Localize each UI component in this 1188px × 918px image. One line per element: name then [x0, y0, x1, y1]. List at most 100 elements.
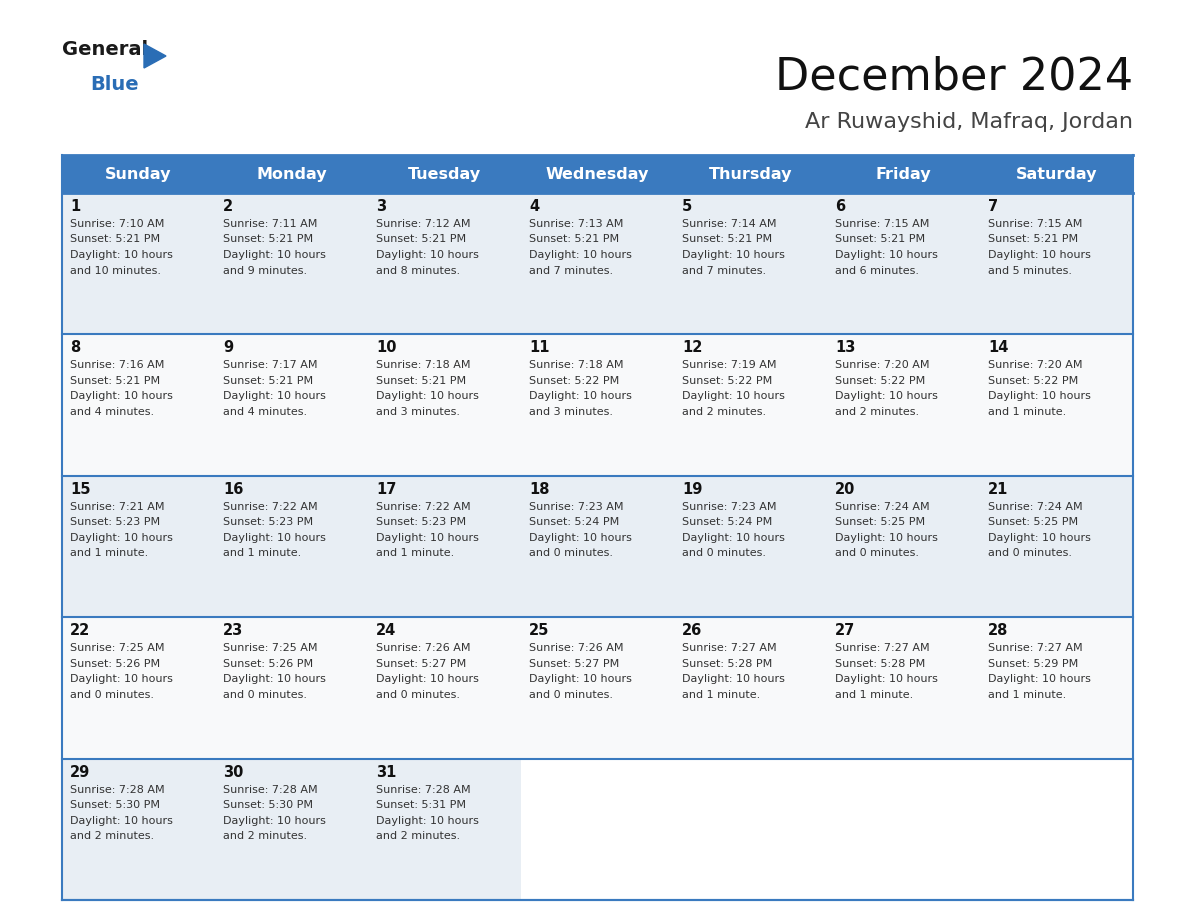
Text: Sunset: 5:23 PM: Sunset: 5:23 PM: [223, 518, 314, 527]
Text: and 7 minutes.: and 7 minutes.: [682, 265, 766, 275]
Text: Thursday: Thursday: [709, 166, 792, 182]
Text: Friday: Friday: [876, 166, 931, 182]
Text: 26: 26: [682, 623, 702, 638]
Text: Sunset: 5:30 PM: Sunset: 5:30 PM: [70, 800, 160, 810]
Bar: [368, 193, 522, 334]
Text: and 1 minute.: and 1 minute.: [223, 548, 302, 558]
Text: Sunset: 5:28 PM: Sunset: 5:28 PM: [835, 659, 925, 668]
Bar: [522, 155, 674, 193]
Text: Sunset: 5:22 PM: Sunset: 5:22 PM: [835, 375, 925, 386]
Text: 20: 20: [835, 482, 855, 497]
Text: Sunday: Sunday: [106, 166, 172, 182]
Text: Sunset: 5:21 PM: Sunset: 5:21 PM: [835, 234, 925, 244]
Text: and 0 minutes.: and 0 minutes.: [529, 689, 613, 700]
Text: Sunrise: 7:15 AM: Sunrise: 7:15 AM: [988, 219, 1082, 229]
Text: Sunset: 5:21 PM: Sunset: 5:21 PM: [682, 234, 772, 244]
Bar: [62, 193, 215, 334]
Text: Daylight: 10 hours: Daylight: 10 hours: [682, 674, 785, 684]
Bar: [368, 476, 522, 617]
Text: Sunset: 5:29 PM: Sunset: 5:29 PM: [988, 659, 1079, 668]
Text: Sunset: 5:21 PM: Sunset: 5:21 PM: [223, 234, 314, 244]
Text: 29: 29: [70, 765, 90, 779]
Text: 3: 3: [375, 199, 386, 214]
Text: 4: 4: [529, 199, 539, 214]
Bar: [368, 617, 522, 758]
Text: Sunrise: 7:20 AM: Sunrise: 7:20 AM: [988, 361, 1082, 370]
Text: Sunrise: 7:17 AM: Sunrise: 7:17 AM: [223, 361, 317, 370]
Text: Daylight: 10 hours: Daylight: 10 hours: [835, 532, 937, 543]
Text: and 8 minutes.: and 8 minutes.: [375, 265, 460, 275]
Text: Sunrise: 7:27 AM: Sunrise: 7:27 AM: [682, 644, 777, 654]
Text: Sunset: 5:24 PM: Sunset: 5:24 PM: [529, 518, 619, 527]
Text: General: General: [62, 40, 148, 59]
Bar: [215, 193, 368, 334]
Text: Sunrise: 7:28 AM: Sunrise: 7:28 AM: [70, 785, 165, 795]
Text: Daylight: 10 hours: Daylight: 10 hours: [70, 391, 173, 401]
Text: 22: 22: [70, 623, 90, 638]
Bar: [674, 155, 827, 193]
Text: Daylight: 10 hours: Daylight: 10 hours: [988, 391, 1091, 401]
Text: 31: 31: [375, 765, 397, 779]
Text: Daylight: 10 hours: Daylight: 10 hours: [988, 532, 1091, 543]
Text: Sunrise: 7:18 AM: Sunrise: 7:18 AM: [529, 361, 624, 370]
Text: and 5 minutes.: and 5 minutes.: [988, 265, 1072, 275]
Text: Sunrise: 7:20 AM: Sunrise: 7:20 AM: [835, 361, 929, 370]
Bar: [62, 334, 215, 476]
Text: Sunrise: 7:18 AM: Sunrise: 7:18 AM: [375, 361, 470, 370]
Text: Sunrise: 7:14 AM: Sunrise: 7:14 AM: [682, 219, 777, 229]
Text: Sunrise: 7:25 AM: Sunrise: 7:25 AM: [70, 644, 164, 654]
Bar: [368, 758, 522, 900]
Text: Sunrise: 7:16 AM: Sunrise: 7:16 AM: [70, 361, 164, 370]
Bar: [215, 617, 368, 758]
Text: Sunrise: 7:26 AM: Sunrise: 7:26 AM: [375, 644, 470, 654]
Text: 7: 7: [988, 199, 998, 214]
Text: 21: 21: [988, 482, 1009, 497]
Text: Tuesday: Tuesday: [407, 166, 481, 182]
Text: Sunset: 5:25 PM: Sunset: 5:25 PM: [835, 518, 925, 527]
Text: Sunrise: 7:19 AM: Sunrise: 7:19 AM: [682, 361, 777, 370]
Text: Daylight: 10 hours: Daylight: 10 hours: [375, 250, 479, 260]
Text: Daylight: 10 hours: Daylight: 10 hours: [835, 391, 937, 401]
Text: Sunset: 5:27 PM: Sunset: 5:27 PM: [529, 659, 619, 668]
Bar: [827, 476, 980, 617]
Text: 11: 11: [529, 341, 550, 355]
Text: Wednesday: Wednesday: [545, 166, 649, 182]
Text: Daylight: 10 hours: Daylight: 10 hours: [682, 532, 785, 543]
Text: Daylight: 10 hours: Daylight: 10 hours: [375, 391, 479, 401]
Text: Sunset: 5:21 PM: Sunset: 5:21 PM: [375, 375, 466, 386]
Text: Daylight: 10 hours: Daylight: 10 hours: [223, 532, 326, 543]
Bar: [674, 617, 827, 758]
Text: 13: 13: [835, 341, 855, 355]
Text: 5: 5: [682, 199, 693, 214]
Text: and 2 minutes.: and 2 minutes.: [223, 831, 308, 841]
Text: and 0 minutes.: and 0 minutes.: [529, 548, 613, 558]
Bar: [522, 334, 674, 476]
Polygon shape: [144, 44, 166, 68]
Text: Sunrise: 7:13 AM: Sunrise: 7:13 AM: [529, 219, 624, 229]
Bar: [980, 617, 1133, 758]
Text: 30: 30: [223, 765, 244, 779]
Text: 27: 27: [835, 623, 855, 638]
Text: Daylight: 10 hours: Daylight: 10 hours: [70, 532, 173, 543]
Text: Sunset: 5:26 PM: Sunset: 5:26 PM: [223, 659, 314, 668]
Text: Daylight: 10 hours: Daylight: 10 hours: [375, 674, 479, 684]
Text: Daylight: 10 hours: Daylight: 10 hours: [835, 250, 937, 260]
Text: 15: 15: [70, 482, 90, 497]
Bar: [980, 155, 1133, 193]
Text: 14: 14: [988, 341, 1009, 355]
Text: and 1 minute.: and 1 minute.: [682, 689, 760, 700]
Text: 28: 28: [988, 623, 1009, 638]
Text: Sunset: 5:27 PM: Sunset: 5:27 PM: [375, 659, 466, 668]
Text: Sunrise: 7:27 AM: Sunrise: 7:27 AM: [988, 644, 1082, 654]
Text: Sunset: 5:30 PM: Sunset: 5:30 PM: [223, 800, 312, 810]
Text: Sunset: 5:21 PM: Sunset: 5:21 PM: [375, 234, 466, 244]
Text: Daylight: 10 hours: Daylight: 10 hours: [375, 815, 479, 825]
Text: Sunset: 5:21 PM: Sunset: 5:21 PM: [70, 375, 160, 386]
Text: Sunrise: 7:15 AM: Sunrise: 7:15 AM: [835, 219, 929, 229]
Text: Ar Ruwayshid, Mafraq, Jordan: Ar Ruwayshid, Mafraq, Jordan: [805, 112, 1133, 132]
Text: Sunset: 5:26 PM: Sunset: 5:26 PM: [70, 659, 160, 668]
Text: Sunset: 5:22 PM: Sunset: 5:22 PM: [682, 375, 772, 386]
Text: 24: 24: [375, 623, 397, 638]
Text: 6: 6: [835, 199, 845, 214]
Bar: [980, 193, 1133, 334]
